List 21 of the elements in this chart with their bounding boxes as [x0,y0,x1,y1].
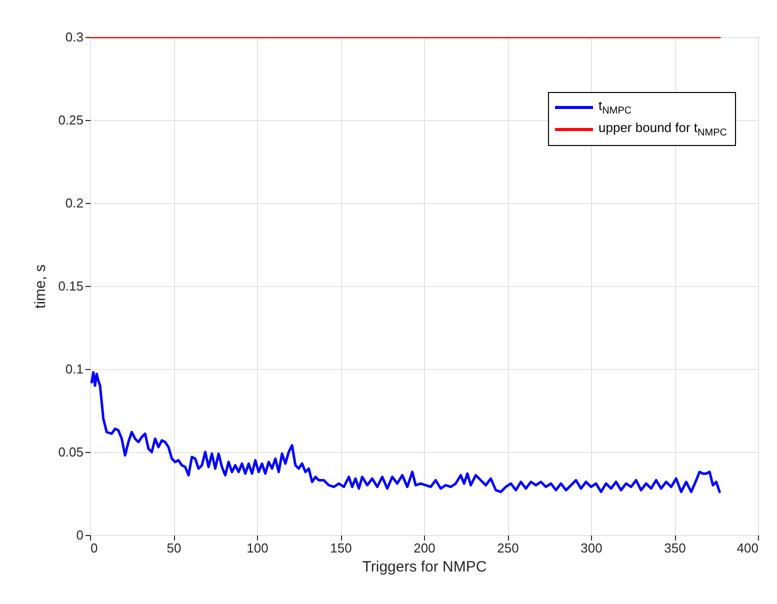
legend-label: t$_{NMPC}$ [598,98,632,116]
y-tick-label: 0 [76,528,84,542]
x-tick-label: 350 [664,540,686,556]
x-tick-label: 0 [90,540,98,556]
y-tick-label: 0.05 [58,444,84,460]
x-tick-label: 150 [330,540,352,556]
x-tick-label: 50 [166,540,182,556]
x-tick-label: 400 [736,540,758,556]
x-tick-label: 300 [580,540,602,556]
y-axis-title: time, s [32,264,50,309]
x-tick-label: 100 [246,540,268,556]
x-tick-label: 200 [414,540,436,556]
y-tick-label: 0.2 [65,196,84,210]
y-tick-label: 0.15 [58,278,84,294]
x-tick-label: 250 [497,540,519,556]
legend-label: upper bound for t$_{NMPC}$ [598,120,727,138]
y-tick-label: 0.1 [65,362,84,376]
y-tick-label: 0.3 [65,30,84,44]
x-axis-title: Triggers for NMPC [362,558,487,576]
line-series [90,371,721,494]
y-tick-label: 0.25 [58,112,84,128]
